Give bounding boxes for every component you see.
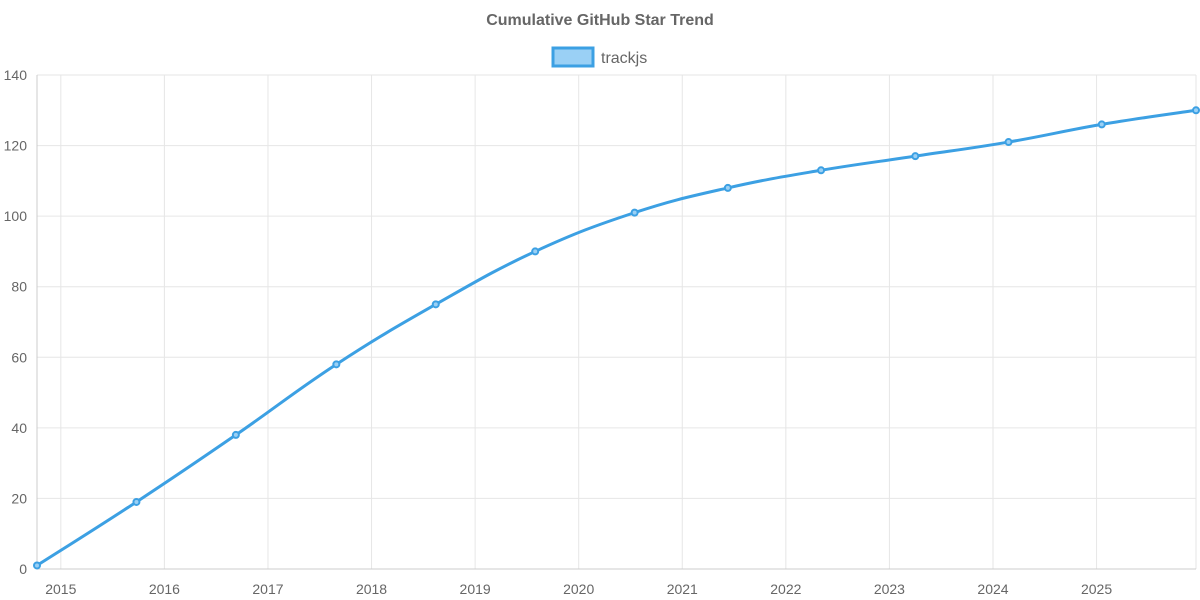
grid [36,74,1197,570]
y-tick-label: 80 [11,279,27,295]
x-tick-label: 2015 [45,581,76,597]
y-tick-label: 20 [11,490,27,506]
y-tick-label: 120 [4,138,28,154]
legend-label-trackjs[interactable]: trackjs [601,50,647,67]
data-point [33,561,41,570]
y-tick-label: 0 [19,561,27,577]
x-tick-label: 2021 [667,581,698,597]
axes [36,75,1196,570]
x-tick-label: 2018 [356,581,387,597]
legend-swatch-trackjs[interactable] [551,46,595,68]
y-tick-label: 140 [4,67,28,83]
data-point [723,183,732,192]
series-line-trackjs [36,108,1197,567]
x-tick-label: 2023 [874,581,905,597]
tick-labels: 0 20 40 60 80 100 120 140 2015 2016 2017 2018 2019 20… [4,67,1113,597]
y-tick-label: 60 [11,349,27,365]
legend[interactable]: trackjs [551,46,647,68]
x-tick-label: 2019 [460,581,491,597]
data-point [231,430,240,439]
x-tick-label: 2017 [252,581,283,597]
data-point [1192,106,1200,115]
data-point [132,497,141,506]
data-point [817,166,826,175]
data-point [332,360,341,369]
data-point [1004,138,1013,147]
x-tick-label: 2020 [563,581,594,597]
y-tick-label: 100 [4,208,28,224]
x-tick-label: 2024 [977,581,1008,597]
data-point [630,208,639,217]
data-point [431,300,440,309]
data-point [531,247,540,256]
y-tick-label: 40 [11,420,27,436]
x-tick-label: 2022 [770,581,801,597]
series-trackjs [33,106,1200,570]
x-tick-label: 2016 [149,581,180,597]
x-tick-label: 2025 [1081,581,1112,597]
data-point [911,152,920,161]
chart-title: Cumulative GitHub Star Trend [486,12,714,29]
data-point [1097,120,1106,129]
